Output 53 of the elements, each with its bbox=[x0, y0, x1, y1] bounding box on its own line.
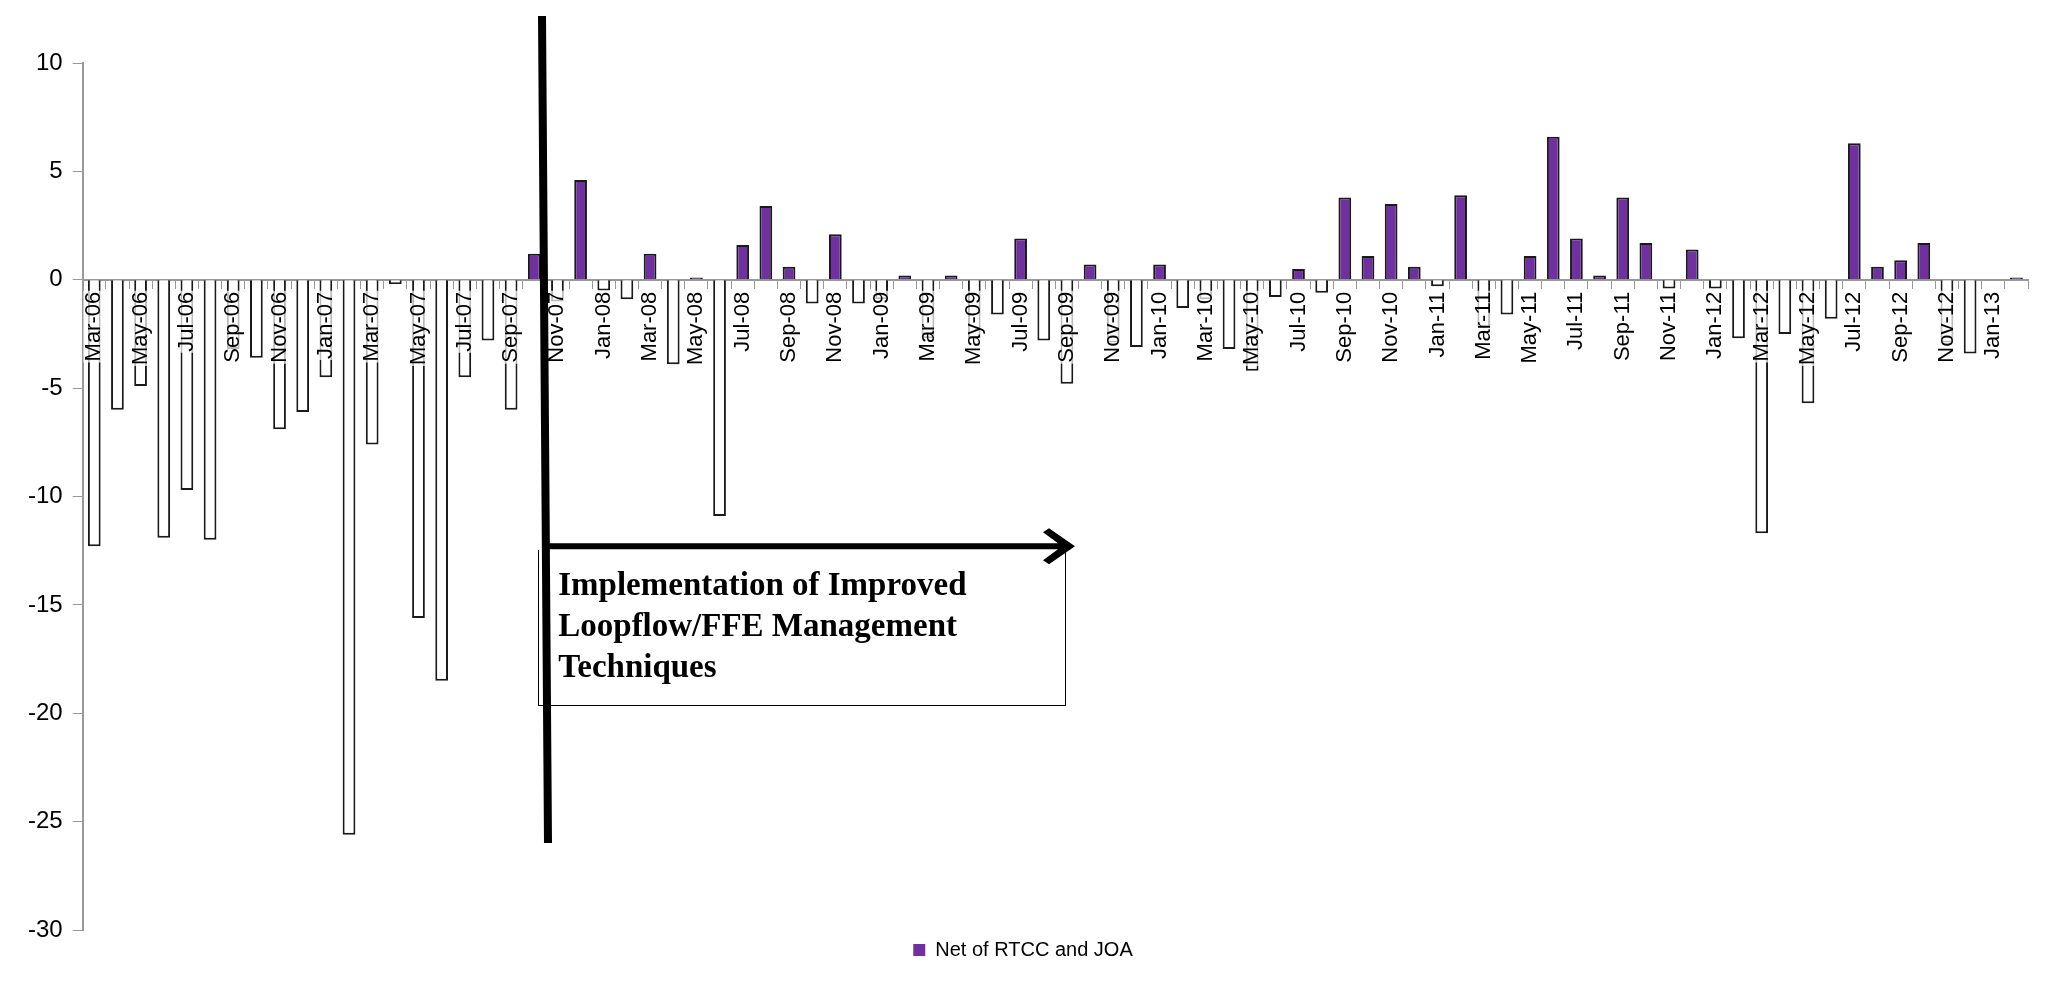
x-tick-label: May-07 bbox=[404, 291, 430, 366]
x-tick-label: Sep-08 bbox=[775, 291, 801, 363]
x-tick-label: May-08 bbox=[682, 291, 708, 366]
x-tick-label: Mar-08 bbox=[636, 291, 662, 362]
y-tick-label: -5 bbox=[41, 372, 63, 400]
x-tick-label: Nov-10 bbox=[1377, 291, 1403, 363]
x-tick-label: Sep-10 bbox=[1330, 291, 1356, 363]
x-tick-label: Jul-11 bbox=[1562, 291, 1588, 351]
x-tick-label: Jan-13 bbox=[1979, 291, 2005, 360]
legend-label: Net of RTCC and JOA bbox=[935, 937, 1134, 960]
x-tick-label: Nov-11 bbox=[1655, 291, 1681, 362]
x-tick-label: Jan-11 bbox=[1423, 291, 1449, 358]
y-tick-label: -20 bbox=[28, 697, 63, 725]
x-tick-label: May-10 bbox=[1238, 291, 1264, 366]
y-tick-label: -10 bbox=[28, 481, 63, 509]
x-tick-label: May-06 bbox=[126, 291, 152, 366]
x-tick-label: May-11 bbox=[1516, 291, 1542, 364]
x-tick-label: May-12 bbox=[1794, 291, 1820, 366]
x-tick-label: Jul-12 bbox=[1840, 291, 1866, 352]
x-tick-label: Jul-08 bbox=[728, 291, 754, 352]
x-tick-label: Jan-09 bbox=[867, 291, 893, 360]
x-tick-label: May-09 bbox=[960, 291, 986, 366]
x-tick-label: Nov-06 bbox=[265, 291, 291, 363]
x-tick-label: Sep-11 bbox=[1608, 291, 1634, 362]
y-tick-label: 5 bbox=[49, 156, 63, 183]
x-tick-label: Sep-09 bbox=[1052, 291, 1078, 363]
x-tick-label: Nov-12 bbox=[1933, 291, 1959, 363]
x-tick-label: Mar-06 bbox=[80, 291, 106, 362]
x-tick-label: Jul-06 bbox=[172, 291, 198, 352]
x-tick-label: Mar-07 bbox=[358, 291, 384, 362]
x-tick-label: Jul-10 bbox=[1284, 291, 1310, 352]
annotation: Implementation of Improved Loopflow/FFE Management Techniques bbox=[558, 565, 968, 687]
x-tick-label: Mar-09 bbox=[914, 291, 940, 362]
x-tick-label: Mar-10 bbox=[1191, 291, 1217, 362]
y-tick-label: -15 bbox=[28, 589, 63, 617]
y-tick-label: 10 bbox=[35, 47, 63, 75]
x-tick-label: Jul-09 bbox=[1006, 291, 1032, 352]
x-tick-label: Nov-07 bbox=[543, 291, 569, 363]
x-tick-label: Nov-08 bbox=[821, 291, 847, 363]
y-tick-label: -25 bbox=[28, 806, 63, 834]
x-tick-label: Jan-07 bbox=[311, 291, 337, 360]
x-tick-label: Sep-07 bbox=[497, 291, 523, 363]
x-tick-label: Nov-09 bbox=[1099, 291, 1125, 363]
x-tick-label: Jan-10 bbox=[1145, 291, 1171, 360]
x-tick-label: Jul-07 bbox=[450, 291, 476, 352]
x-tick-label: Jan-12 bbox=[1701, 291, 1727, 360]
y-tick-label: -30 bbox=[28, 914, 63, 942]
x-tick-label: Mar-11 bbox=[1469, 291, 1495, 360]
x-tick-label: Sep-12 bbox=[1886, 291, 1912, 363]
y-tick-label: 0 bbox=[49, 264, 63, 292]
x-tick-label: Sep-06 bbox=[219, 291, 245, 363]
x-tick-label: Jan-08 bbox=[589, 291, 615, 360]
x-tick-label: Mar-12 bbox=[1747, 291, 1773, 362]
